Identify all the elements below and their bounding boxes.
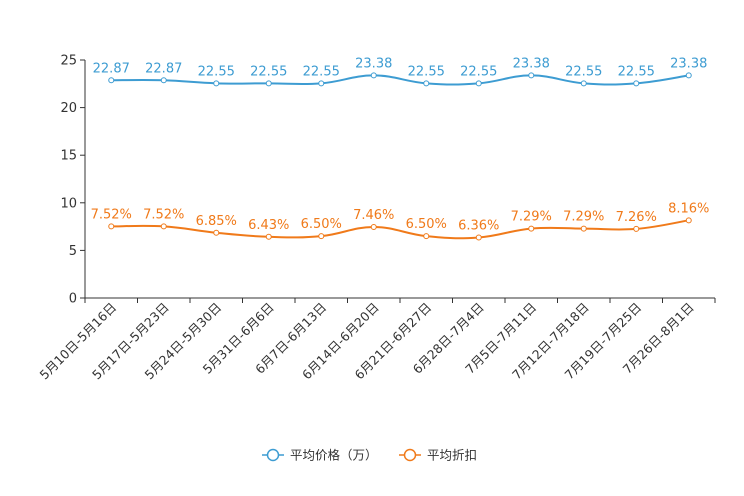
data-label: 22.55: [408, 64, 445, 79]
data-point: [580, 225, 587, 232]
data-point: [685, 72, 692, 79]
legend-marker-icon: [403, 448, 417, 462]
data-point: [528, 225, 535, 232]
data-label: 6.43%: [248, 218, 289, 233]
data-label: 7.52%: [91, 207, 132, 222]
data-point: [370, 223, 377, 230]
y-tick-label: 5: [69, 244, 77, 259]
data-point: [213, 80, 220, 87]
data-label: 6.50%: [301, 217, 342, 232]
data-point: [528, 72, 535, 79]
legend-item-0[interactable]: 平均价格（万）: [262, 448, 378, 463]
data-point: [213, 229, 220, 236]
series-1: 7.52% 7.52% 6.85% 6.43% 6.50% 7.46% 6.50% 6.36%…: [91, 201, 709, 241]
data-label: 6.36%: [458, 218, 499, 233]
data-label: 6.50%: [406, 217, 447, 232]
data-label: 22.55: [250, 64, 287, 79]
data-label: 23.38: [670, 56, 707, 71]
y-tick-label: 25: [60, 54, 77, 69]
data-point: [685, 217, 692, 224]
data-point: [108, 77, 115, 84]
data-point: [108, 223, 115, 230]
data-label: 23.38: [513, 56, 550, 71]
legend[interactable]: 平均价格（万） 平均折扣: [262, 448, 477, 463]
data-label: 8.16%: [668, 201, 709, 216]
data-label: 22.55: [198, 64, 235, 79]
data-point: [580, 80, 587, 87]
data-point: [265, 80, 272, 87]
data-label: 7.29%: [563, 210, 604, 225]
data-label: 22.55: [303, 64, 340, 79]
y-tick-label: 0: [69, 292, 77, 307]
data-label: 7.52%: [143, 207, 184, 222]
data-point: [633, 225, 640, 232]
data-label: 6.85%: [196, 214, 237, 229]
legend-label: 平均折扣: [427, 448, 477, 463]
data-label: 22.55: [565, 64, 602, 79]
data-point: [160, 77, 167, 84]
data-point: [475, 234, 482, 241]
y-tick-label: 15: [60, 149, 77, 164]
legend-item-1[interactable]: 平均折扣: [399, 448, 477, 463]
data-point: [423, 80, 430, 87]
series-0: 22.87 22.87 22.55 22.55 22.55 23.38 22.55 22.55…: [93, 56, 707, 87]
data-point: [370, 72, 377, 79]
data-point: [265, 233, 272, 240]
legend-marker-icon: [266, 448, 280, 462]
series-layer: 22.87 22.87 22.55 22.55 22.55 23.38 22.55 22.55…: [91, 56, 709, 241]
data-point: [423, 233, 430, 240]
data-label: 22.87: [93, 61, 130, 76]
series-line: [111, 74, 689, 86]
legend-label: 平均价格（万）: [290, 448, 378, 463]
data-point: [318, 80, 325, 87]
data-label: 7.46%: [353, 208, 394, 223]
data-label: 23.38: [355, 56, 392, 71]
series-line: [111, 219, 689, 240]
data-label: 22.87: [145, 61, 182, 76]
y-tick-label: 10: [60, 196, 77, 211]
data-label: 7.26%: [616, 210, 657, 225]
data-point: [475, 80, 482, 87]
data-label: 7.29%: [511, 210, 552, 225]
y-tick-label: 20: [60, 101, 77, 116]
data-point: [633, 80, 640, 87]
data-label: 22.55: [460, 64, 497, 79]
data-point: [160, 223, 167, 230]
data-point: [318, 233, 325, 240]
data-label: 22.55: [618, 64, 655, 79]
